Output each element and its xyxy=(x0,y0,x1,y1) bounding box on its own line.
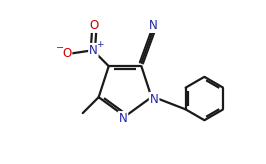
Text: N: N xyxy=(149,19,157,32)
Text: −: − xyxy=(56,43,64,53)
Text: N: N xyxy=(150,93,159,106)
Text: N: N xyxy=(89,44,98,57)
Text: N: N xyxy=(119,112,127,125)
Text: +: + xyxy=(97,40,104,49)
Text: O: O xyxy=(90,19,99,32)
Text: O: O xyxy=(62,47,72,60)
